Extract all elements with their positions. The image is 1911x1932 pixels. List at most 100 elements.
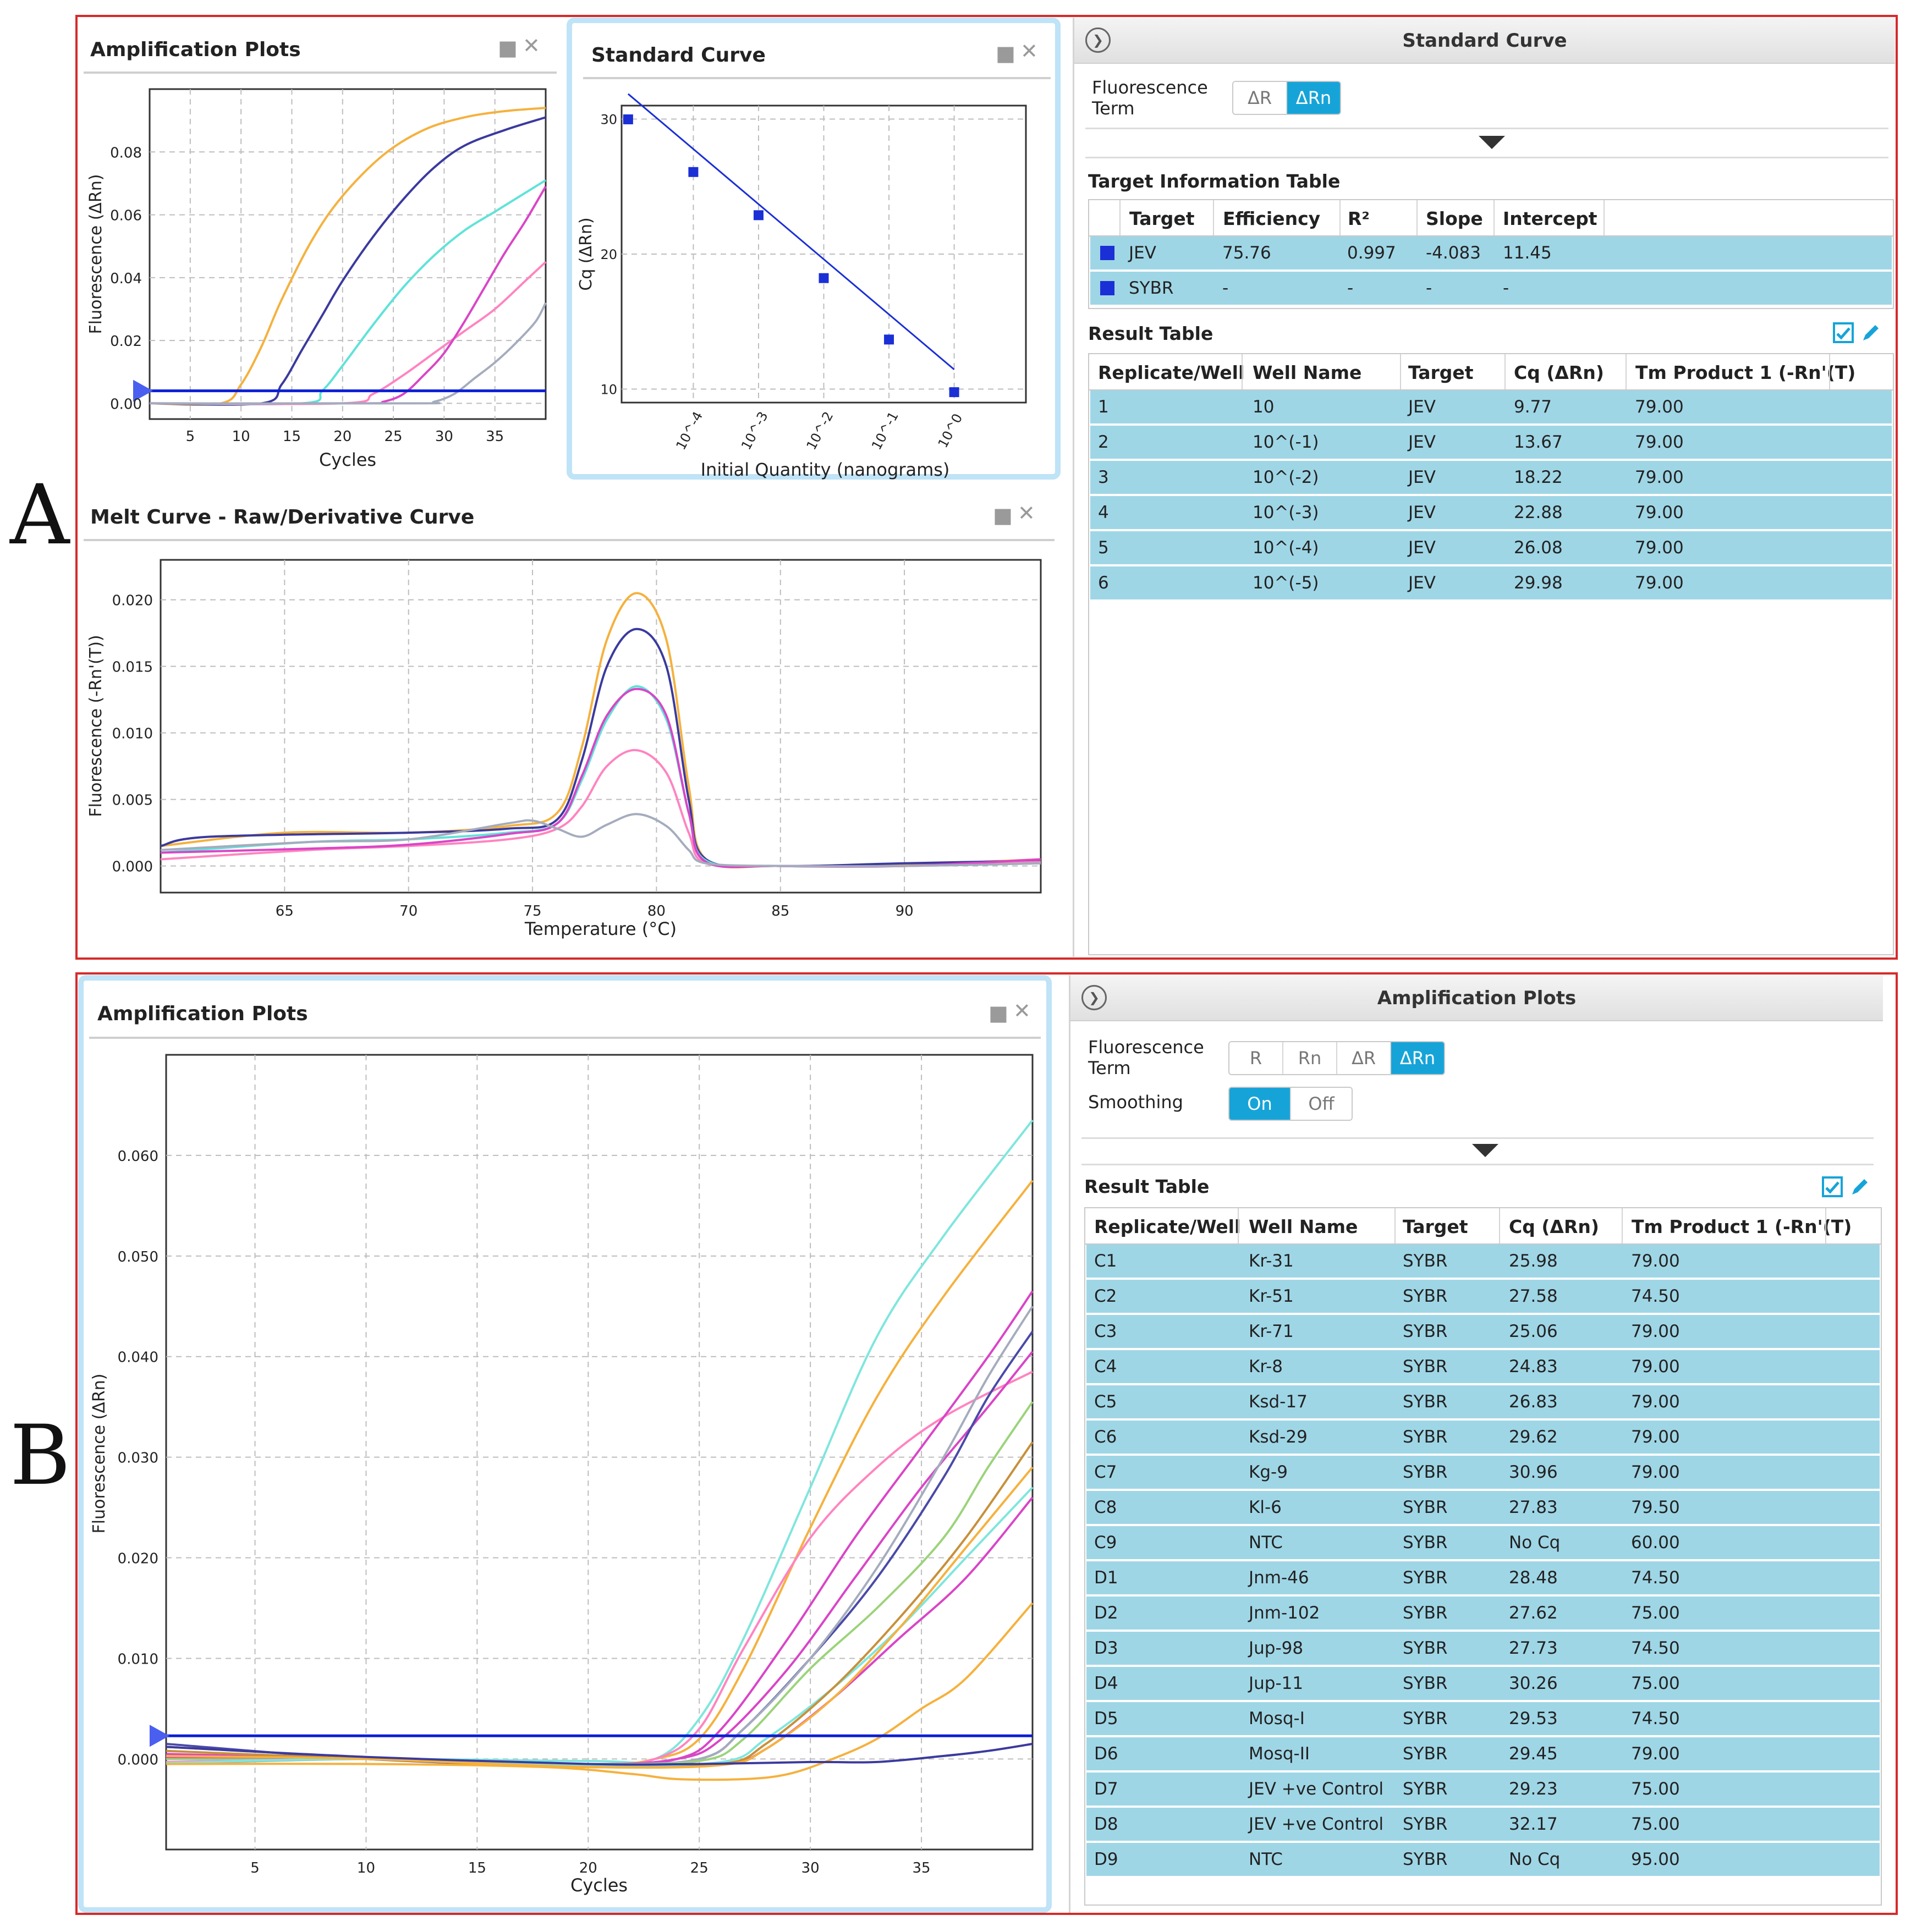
- table-row[interactable]: C2 Kr-51 SYBR 27.58 74.50: [1086, 1280, 1880, 1315]
- maximize-icon[interactable]: ■: [996, 41, 1015, 65]
- cell-well: C1: [1094, 1251, 1117, 1271]
- series-line-10-1-[interactable]: [149, 116, 546, 406]
- table-row[interactable]: C1 Kr-31 SYBR 25.98 79.00: [1086, 1245, 1880, 1280]
- edit-pencil-icon[interactable]: [1849, 1176, 1871, 1198]
- standard-point[interactable]: [688, 167, 699, 177]
- amp-plot-b-panel: Amplification Plots ■ ✕ 5 10 15 20 25 30 35 0.…: [78, 975, 1052, 1913]
- collapse-sidebar-icon[interactable]: ❯: [1081, 985, 1107, 1010]
- x-tick-label: 10^-2: [804, 409, 837, 453]
- table-row[interactable]: D5 Mosq-I SYBR 29.53 74.50: [1086, 1702, 1880, 1737]
- smoothing-toggle[interactable]: On Off: [1228, 1087, 1353, 1121]
- table-row[interactable]: 1 10 JEV 9.77 79.00: [1090, 390, 1892, 426]
- smoothing-on[interactable]: On: [1229, 1088, 1291, 1120]
- table-row[interactable]: 6 10^(-5) JEV 29.98 79.00: [1090, 566, 1892, 602]
- series-line-ntc[interactable]: [166, 1742, 1033, 1766]
- cell-tm: 74.50: [1631, 1638, 1680, 1658]
- table-row[interactable]: C8 Kl-6 SYBR 27.83 79.50: [1086, 1491, 1880, 1526]
- cell-target: SYBR: [1403, 1850, 1448, 1869]
- standard-point[interactable]: [884, 334, 894, 345]
- table-row[interactable]: 5 10^(-4) JEV 26.08 79.00: [1090, 531, 1892, 566]
- table-row[interactable]: D8 JEV +ve Control SYBR 32.17 75.00: [1086, 1808, 1880, 1843]
- table-row[interactable]: D6 Mosq-II SYBR 29.45 79.00: [1086, 1737, 1880, 1773]
- threshold-handle[interactable]: [150, 1725, 169, 1747]
- select-columns-icon[interactable]: [1821, 1176, 1843, 1198]
- smoothing-off[interactable]: Off: [1291, 1088, 1352, 1120]
- expand-options-icon[interactable]: [1472, 1144, 1498, 1157]
- expand-options-icon[interactable]: [1479, 136, 1505, 149]
- cell-well: D8: [1094, 1814, 1118, 1834]
- y-tick-label: 0.06: [110, 208, 142, 224]
- cell-cq: 22.88: [1514, 503, 1563, 522]
- maximize-icon[interactable]: ■: [498, 36, 518, 60]
- cell-well: C6: [1094, 1427, 1117, 1447]
- cell-tm: 79.00: [1631, 1392, 1680, 1412]
- cell-cq: 29.23: [1509, 1779, 1558, 1799]
- x-tick-label: 70: [399, 903, 418, 920]
- collapse-sidebar-icon[interactable]: ❯: [1085, 27, 1111, 53]
- cell-well: 5: [1098, 538, 1109, 558]
- close-icon[interactable]: ✕: [1020, 39, 1038, 63]
- x-tick-label: 30: [435, 428, 453, 445]
- table-row[interactable]: C9 NTC SYBR No Cq 60.00: [1086, 1526, 1880, 1561]
- close-icon[interactable]: ✕: [523, 34, 540, 58]
- option-delta-rn[interactable]: ΔRn: [1287, 82, 1340, 114]
- series-line-10[interactable]: [149, 107, 546, 406]
- table-row[interactable]: 4 10^(-3) JEV 22.88 79.00: [1090, 496, 1892, 531]
- table-row[interactable]: 2 10^(-1) JEV 13.67 79.00: [1090, 426, 1892, 461]
- cell-well: C2: [1094, 1286, 1117, 1306]
- table-row[interactable]: C3 Kr-71 SYBR 25.06 79.00: [1086, 1315, 1880, 1350]
- maximize-icon[interactable]: ■: [989, 1001, 1008, 1025]
- table-row[interactable]: C6 Ksd-29 SYBR 29.62 79.00: [1086, 1421, 1880, 1456]
- cell-target: JEV: [1408, 503, 1436, 522]
- x-tick-label: 10^0: [935, 411, 966, 450]
- maximize-icon[interactable]: ■: [993, 503, 1013, 527]
- table-row[interactable]: D9 NTC SYBR No Cq 95.00: [1086, 1843, 1880, 1878]
- cell-tm: 79.00: [1631, 1322, 1680, 1341]
- option-delta-r[interactable]: ΔR: [1337, 1042, 1391, 1074]
- select-columns-icon[interactable]: [1832, 322, 1854, 344]
- close-icon[interactable]: ✕: [1018, 501, 1035, 525]
- series-line-mosq-ii[interactable]: [166, 1466, 1034, 1769]
- cell-target: SYBR: [1403, 1744, 1448, 1764]
- fluorescence-term-toggle[interactable]: ΔR ΔRn: [1232, 81, 1341, 115]
- cell-target: SYBR: [1403, 1286, 1448, 1306]
- cell-target: SYBR: [1403, 1814, 1448, 1834]
- amp-plot-b-title: Amplification Plots: [97, 1003, 308, 1025]
- cell-name: 10^(-5): [1253, 573, 1319, 593]
- series-line-10-5-[interactable]: [160, 813, 1041, 868]
- standard-point[interactable]: [623, 114, 633, 125]
- figure-label-a: A: [10, 467, 70, 563]
- cell-cq: 27.58: [1509, 1286, 1558, 1306]
- table-row[interactable]: JEV 75.76 0.997 -4.083 11.45: [1090, 236, 1892, 272]
- smoothing-label: Smoothing: [1088, 1092, 1183, 1113]
- standard-point[interactable]: [753, 210, 764, 221]
- table-row[interactable]: C4 Kr-8 SYBR 24.83 79.00: [1086, 1350, 1880, 1385]
- table-row[interactable]: C7 Kg-9 SYBR 30.96 79.00: [1086, 1456, 1880, 1491]
- option-delta-rn[interactable]: ΔRn: [1391, 1042, 1444, 1074]
- series-line-jev-ve-control[interactable]: [166, 1602, 1034, 1781]
- table-row[interactable]: D1 Jnm-46 SYBR 28.48 74.50: [1086, 1561, 1880, 1597]
- cell-cq: 27.62: [1509, 1603, 1558, 1623]
- close-icon[interactable]: ✕: [1013, 999, 1031, 1023]
- table-row[interactable]: C5 Ksd-17 SYBR 26.83 79.00: [1086, 1385, 1880, 1421]
- standard-curve-a-ylabel: Cq (ΔRn): [576, 217, 596, 290]
- option-rn[interactable]: Rn: [1283, 1042, 1337, 1074]
- series-line-10-5-[interactable]: [149, 302, 547, 405]
- table-row[interactable]: D7 JEV +ve Control SYBR 29.23 75.00: [1086, 1773, 1880, 1808]
- melt-curve-a-ylabel: Fluorescence (-Rn'(T)): [86, 635, 106, 817]
- cell-name: Jup-11: [1249, 1674, 1304, 1693]
- standard-point[interactable]: [949, 387, 959, 398]
- standard-point[interactable]: [819, 273, 829, 283]
- table-row[interactable]: D4 Jup-11 SYBR 30.26 75.00: [1086, 1667, 1880, 1702]
- y-tick-label: 0.030: [118, 1450, 158, 1467]
- edit-pencil-icon[interactable]: [1860, 322, 1882, 344]
- table-row[interactable]: D2 Jnm-102 SYBR 27.62 75.00: [1086, 1597, 1880, 1632]
- table-row[interactable]: 3 10^(-2) JEV 18.22 79.00: [1090, 461, 1892, 496]
- option-r[interactable]: R: [1229, 1042, 1283, 1074]
- table-row[interactable]: D3 Jup-98 SYBR 27.73 74.50: [1086, 1632, 1880, 1667]
- option-delta-r[interactable]: ΔR: [1233, 82, 1287, 114]
- table-row[interactable]: SYBR - - - -: [1090, 272, 1892, 307]
- fluorescence-term-toggle[interactable]: R Rn ΔR ΔRn: [1228, 1041, 1445, 1075]
- threshold-handle[interactable]: [133, 379, 153, 402]
- x-tick-label: 5: [250, 1860, 260, 1876]
